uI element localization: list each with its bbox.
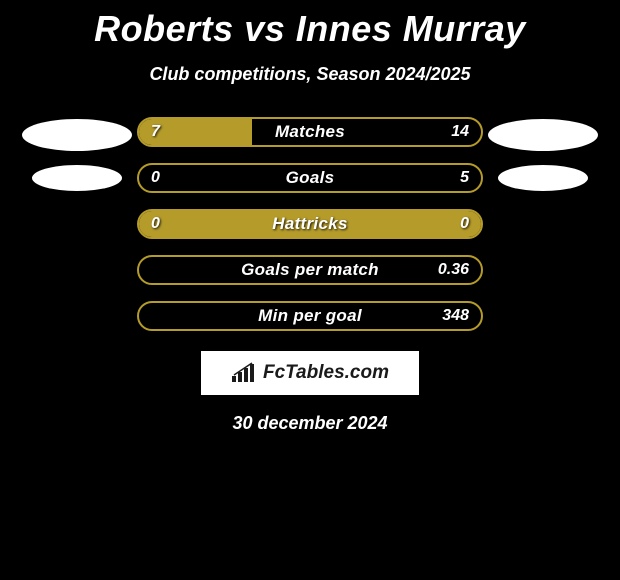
stat-bar: Goals per match0.36: [137, 255, 483, 285]
stat-label: Min per goal: [139, 303, 481, 329]
right-player-shapes: [483, 117, 603, 191]
left-ellipse: [22, 119, 132, 151]
stat-right-value: 348: [442, 303, 469, 329]
brand-chart-icon: [231, 362, 259, 384]
stat-right-value: 5: [460, 165, 469, 191]
stat-label: Goals per match: [139, 257, 481, 283]
stat-bar: 7Matches14: [137, 117, 483, 147]
comparison-infographic: Roberts vs Innes Murray Club competition…: [0, 0, 620, 434]
stat-right-value: 0.36: [438, 257, 469, 283]
left-ellipse: [32, 165, 122, 191]
stat-bar: 0Goals5: [137, 163, 483, 193]
stat-bar: Min per goal348: [137, 301, 483, 331]
stat-bars: 7Matches140Goals50Hattricks0Goals per ma…: [137, 117, 483, 331]
brand-text: FcTables.com: [263, 362, 389, 384]
date-line: 30 december 2024: [232, 413, 387, 434]
right-ellipse: [498, 165, 588, 191]
page-title: Roberts vs Innes Murray: [94, 8, 526, 50]
stat-label: Hattricks: [139, 211, 481, 237]
stat-label: Goals: [139, 165, 481, 191]
right-ellipse: [488, 119, 598, 151]
left-player-shapes: [17, 117, 137, 191]
page-subtitle: Club competitions, Season 2024/2025: [149, 64, 470, 85]
stat-right-value: 0: [460, 211, 469, 237]
stat-bar: 0Hattricks0: [137, 209, 483, 239]
brand-badge: FcTables.com: [201, 351, 419, 395]
stats-area: 7Matches140Goals50Hattricks0Goals per ma…: [0, 117, 620, 331]
stat-right-value: 14: [451, 119, 469, 145]
stat-label: Matches: [139, 119, 481, 145]
